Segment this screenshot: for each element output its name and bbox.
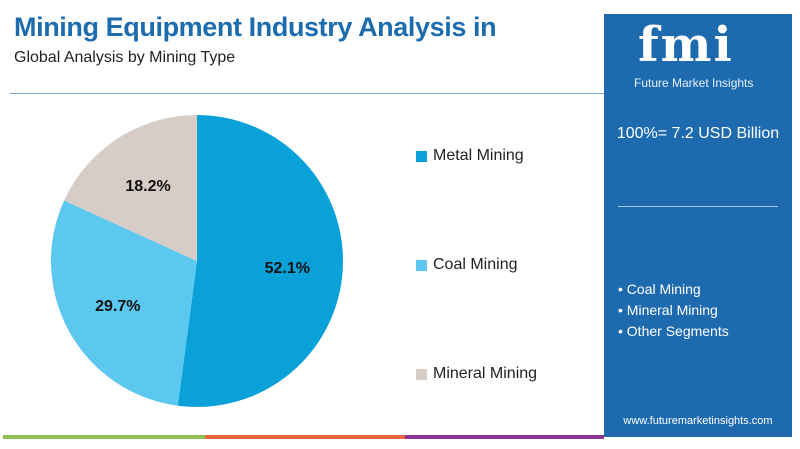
segment-list: • Coal Mining • Mineral Mining • Other S… — [618, 279, 729, 342]
legend-label: Metal Mining — [433, 147, 524, 164]
legend-item: Coal Mining — [416, 256, 517, 274]
panel-divider — [618, 206, 778, 207]
fmi-logo: fmi — [638, 20, 734, 70]
divider — [10, 93, 604, 94]
legend-label: Coal Mining — [433, 256, 518, 273]
legend-item: Metal Mining — [416, 147, 524, 165]
footer-bar-purple — [405, 435, 604, 439]
legend-swatch — [416, 150, 427, 162]
logo-subtitle: Future Market Insights — [634, 76, 754, 90]
segment-item: • Other Segments — [618, 323, 729, 339]
pie-slice-metal-mining — [177, 115, 343, 408]
footer-bar-green — [3, 435, 205, 439]
legend-label: Mineral Mining — [433, 365, 538, 382]
pie-slice-mineral-mining — [64, 115, 197, 261]
segment-item: • Coal Mining — [618, 281, 701, 297]
legend-item: Mineral Mining — [416, 365, 537, 383]
slice-label: 52.1% — [265, 260, 310, 277]
footer-bar-orange — [205, 435, 405, 439]
market-total: 100%= 7.2 USD Billion — [616, 125, 780, 142]
pie-chart: 52.1% 29.7% 18.2% — [50, 115, 343, 408]
legend-swatch — [416, 368, 427, 380]
slice-label: 29.7% — [95, 298, 140, 315]
segment-item: • Mineral Mining — [618, 302, 718, 318]
legend-swatch — [416, 259, 427, 271]
slice-label: 18.2% — [125, 178, 170, 195]
website-link[interactable]: www.futuremarketinsights.com — [623, 415, 773, 427]
page-subtitle: Global Analysis by Mining Type — [14, 49, 236, 66]
info-panel: fmi Future Market Insights 100%= 7.2 USD… — [604, 14, 792, 437]
pie-slice-coal-mining — [50, 200, 197, 406]
page-title: Mining Equipment Industry Analysis in — [14, 12, 497, 42]
